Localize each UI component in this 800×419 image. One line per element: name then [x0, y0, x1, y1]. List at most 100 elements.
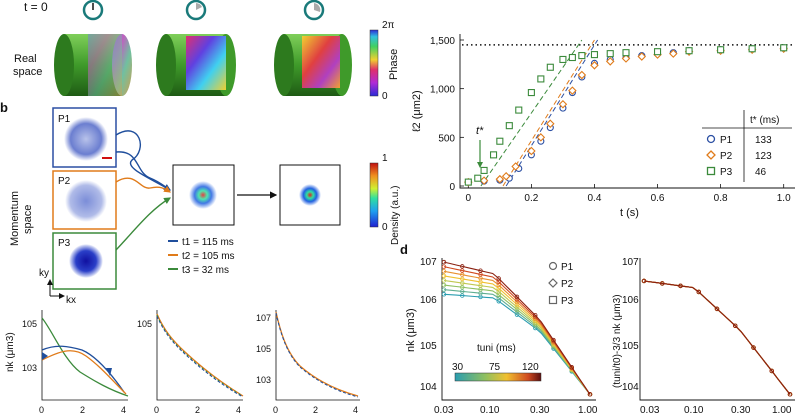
table-p1-value: 133	[755, 135, 772, 146]
nk-point	[533, 313, 538, 318]
p3-point	[622, 49, 630, 57]
nk-plot-2: 105 0 2 4	[137, 310, 244, 415]
d-left-ytick-3: 105	[420, 341, 437, 352]
d-legend-p3: P3	[561, 296, 574, 307]
plot2-xtick-3: 4	[236, 405, 241, 415]
phase-min-label: 0	[382, 91, 388, 102]
k-axes: ky kx	[39, 268, 76, 306]
d-right-xtick-1: 0.03	[640, 405, 660, 416]
nk-curve	[643, 280, 791, 395]
p3-point	[474, 174, 482, 182]
clock-icon-1	[82, 0, 104, 21]
momentum-space-label-1: Momentum	[9, 191, 21, 246]
panel-d-right-axes	[639, 258, 795, 401]
nk-ylabel: nk (μm3)	[5, 332, 16, 372]
density-colorbar: 1 0 Density (a.u.)	[369, 153, 401, 245]
nk-point	[551, 337, 556, 343]
table-p3-value: 46	[755, 167, 767, 178]
plot3-ytick-1: 107	[256, 313, 271, 323]
flow-arrows	[115, 130, 172, 251]
panel-c-xlabel: t (s)	[620, 207, 639, 219]
p3-label: P3	[58, 238, 71, 249]
c-xtick-label: 1.0	[777, 193, 791, 204]
plot2-xtick-2: 2	[195, 405, 200, 415]
c-xtick-label: 0	[466, 193, 472, 204]
p3-point	[546, 63, 554, 71]
real-space-label-2: space	[13, 66, 42, 78]
nk-plot-1: 105 103 0 2 4	[22, 310, 129, 415]
cylinder-2	[156, 34, 236, 96]
table-p3: P3	[720, 167, 733, 178]
density-max-label: 1	[382, 153, 388, 164]
table-header: t* (ms)	[750, 115, 779, 126]
fit-lines	[480, 39, 599, 187]
p3-point	[717, 46, 725, 54]
nk-point	[787, 392, 793, 397]
momentum-space-label-2: space	[22, 205, 34, 234]
p3-point	[559, 55, 567, 64]
p3-point	[527, 89, 535, 97]
p3-point	[606, 50, 614, 58]
table-p2-value: 123	[755, 151, 772, 162]
p2-point	[637, 52, 647, 61]
p3-point	[748, 45, 756, 53]
d-right-ytick-2: 106	[622, 295, 639, 306]
p3-point	[780, 44, 788, 52]
p3-point	[590, 51, 599, 59]
momentum-result-2	[279, 164, 341, 226]
phase-max-label: 2π	[382, 20, 395, 31]
clock-icon-3	[303, 0, 325, 21]
nk-point	[514, 294, 520, 300]
d-left-ytick-1: 107	[420, 257, 437, 268]
plot1-xtick-2: 2	[80, 405, 85, 415]
nk-point	[569, 365, 574, 370]
p2-point	[511, 162, 520, 171]
panel-d-left-curves	[441, 259, 593, 397]
panel-b: b Momentum space P1 P2 P3 ky kx	[0, 100, 401, 306]
plot1-ytick-2: 103	[22, 363, 37, 373]
c-ytick-label: 0	[449, 182, 455, 193]
p2-point	[558, 99, 568, 109]
nk-curve	[643, 280, 791, 395]
d-left-xtick-4: 1.00	[578, 405, 598, 416]
p3-point	[489, 151, 498, 159]
ky-label: ky	[39, 268, 49, 279]
plot3-ytick-2: 105	[256, 344, 271, 354]
cylinder-1	[54, 34, 132, 96]
panel-d-letter: d	[400, 242, 408, 257]
p2-point	[568, 86, 577, 95]
tuni-colorbar: tuni (ms) 30 75 120	[452, 343, 542, 382]
p3-point	[480, 166, 488, 174]
p2-point	[536, 133, 546, 142]
nk-point	[714, 306, 720, 312]
panel-c-axes	[459, 34, 795, 189]
fit-line	[505, 39, 599, 187]
p1-image: P1	[52, 107, 117, 168]
panel-d-right-xticks: 0.03 0.10 0.30 1.00	[640, 405, 792, 416]
tstar-table: t* (ms) P1 133 P2 123 P3 46	[697, 110, 795, 183]
real-space-label-1: Real	[14, 53, 37, 65]
p3-point	[496, 137, 504, 145]
panel-c-xticks: 0 0.2 0.4 0.6 0.8 1.0	[466, 184, 791, 204]
panel-c-yticks: 0 500 1,000 1,500	[430, 36, 464, 193]
nk-curve	[443, 261, 591, 395]
c-xtick-label: 0.2	[524, 193, 538, 204]
kx-label: kx	[66, 295, 76, 306]
p2-point	[577, 70, 587, 80]
tuni-colorbar-title: tuni (ms)	[477, 343, 516, 354]
t0-label: t = 0	[24, 0, 48, 14]
nk-curve	[643, 280, 791, 395]
density-min-label: 0	[382, 222, 388, 233]
p3-point	[685, 47, 693, 55]
panel-d-left-axes	[441, 258, 596, 401]
nk-curve	[643, 280, 791, 395]
p1-label: P1	[58, 114, 71, 125]
table-p1: P1	[720, 135, 733, 146]
nk-small-plots: nk (μm3) 105 103 0 2 4 105 0 2 4	[5, 310, 360, 415]
tuni-tick-3: 120	[522, 362, 539, 373]
nk-point	[751, 345, 756, 350]
p2-image: P2	[52, 170, 117, 230]
d-legend-p2: P2	[561, 279, 574, 290]
density-label: Density (a.u.)	[390, 186, 401, 245]
nk-point	[514, 302, 520, 307]
